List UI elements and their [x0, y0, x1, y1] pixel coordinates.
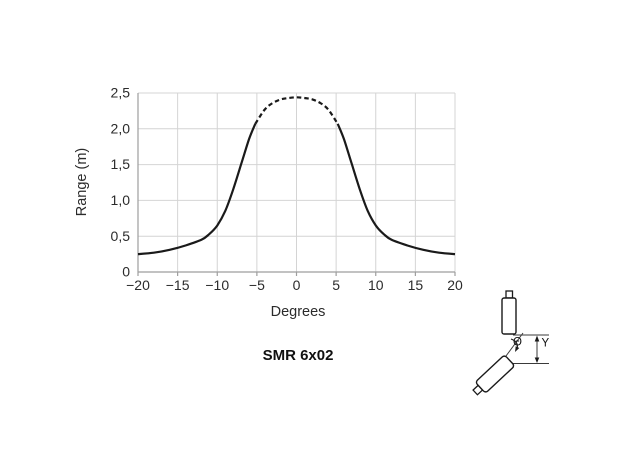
tilted-sensor-icon: [472, 355, 515, 396]
theta-label: Θ: [513, 337, 522, 349]
y-tick-label: 0: [122, 264, 130, 280]
x-tick-label: 0: [293, 277, 301, 293]
x-tick-label: 10: [368, 277, 384, 293]
x-tick-label: −20: [126, 277, 150, 293]
chart-caption: SMR 6x02: [262, 347, 334, 364]
axes: [137, 93, 456, 276]
range-chart-plot: −20 −15 −10 −5 0 5 10 15 20 0 0,5 1,0 1,5 2,0 2,5 Rang…: [74, 85, 463, 293]
y-axis-title: Range (m): [74, 148, 90, 217]
x-tick-label: −5: [249, 277, 265, 293]
y-tick-label: 1,5: [111, 156, 131, 172]
y-dimension-arrow-down-icon: [534, 357, 540, 363]
x-tick-label: −10: [205, 277, 229, 293]
tick-labels: −20 −15 −10 −5 0 5 10 15 20 0 0,5 1,0 1,5 2,0 2,5: [111, 85, 463, 293]
y-tick-label: 0,5: [111, 228, 131, 244]
y-tick-label: 1,0: [111, 192, 131, 208]
range-chart: −20 −15 −10 −5 0 5 10 15 20 0 0,5 1,0 1,5 2,0 2,5 Rang…: [60, 75, 480, 375]
range-left-solid: [137, 123, 257, 256]
range-center-dashed: [254, 96, 339, 125]
range-curve: [137, 96, 456, 256]
axis-diagonal-line: [505, 332, 524, 357]
x-tick-label: −15: [166, 277, 190, 293]
x-tick-label: 15: [408, 277, 424, 293]
x-tick-label: 5: [332, 277, 340, 293]
y-tick-label: 2,0: [111, 120, 131, 136]
vertical-sensor-icon: [501, 290, 517, 335]
range-right-solid: [336, 123, 456, 256]
x-axis-title: Degrees: [270, 304, 326, 320]
y-offset-label: Y: [542, 338, 550, 350]
sensor-orientation-diagram: Θ Y: [472, 290, 550, 396]
x-tick-label: 20: [447, 277, 463, 293]
theta-arrow-icon: [515, 346, 520, 352]
y-tick-label: 2,5: [111, 85, 131, 101]
y-dimension-arrow-up-icon: [534, 335, 540, 342]
